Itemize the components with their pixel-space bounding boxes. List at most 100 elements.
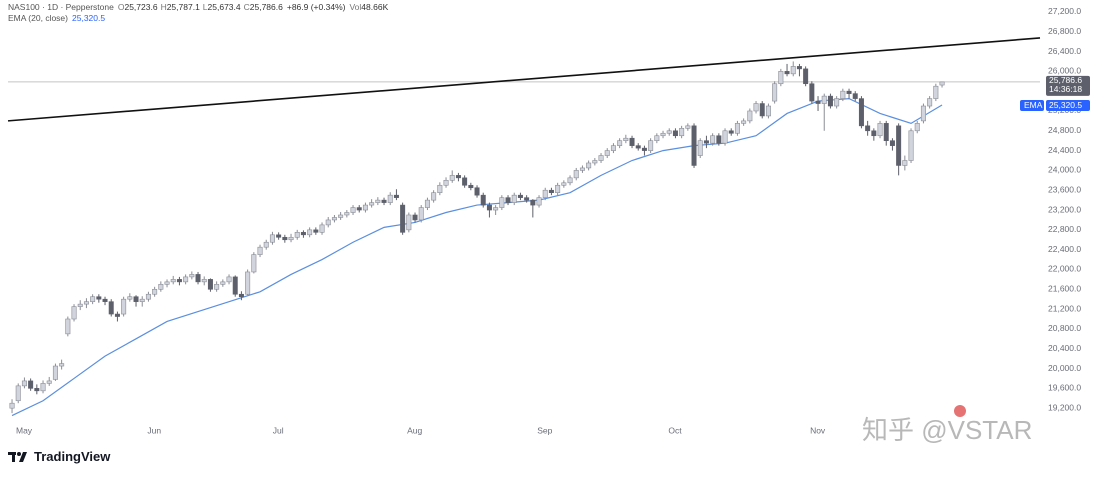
candle-body xyxy=(232,276,238,295)
x-tick-label: Sep xyxy=(537,425,552,435)
candle-body xyxy=(462,177,468,186)
candle-body xyxy=(629,137,635,146)
branding: TradingView xyxy=(8,449,110,464)
candle-body xyxy=(480,194,486,206)
candle-body xyxy=(257,246,263,255)
candle-body xyxy=(145,293,151,300)
candle-body xyxy=(493,207,499,211)
candle-body xyxy=(152,288,158,295)
candle-body xyxy=(400,204,406,233)
candle-body xyxy=(269,234,275,243)
candle-body xyxy=(610,145,616,151)
candle-body xyxy=(83,301,89,305)
candle-body xyxy=(753,103,759,112)
candle-body xyxy=(821,95,827,104)
logo xyxy=(8,451,27,462)
candle-body xyxy=(728,130,734,134)
candle-body xyxy=(139,298,145,302)
candle-body xyxy=(660,132,666,137)
candle-body xyxy=(908,130,914,161)
y-tick-label: 20,800.0 xyxy=(1048,323,1081,333)
y-tick-label: 19,200.0 xyxy=(1048,402,1081,412)
candle-body xyxy=(796,66,802,70)
candle-body xyxy=(524,197,530,201)
y-tick-label: 27,200.0 xyxy=(1048,6,1081,16)
candle-body xyxy=(530,199,536,206)
candle-body xyxy=(716,135,722,144)
legend-value: 25,787.1 xyxy=(166,2,200,12)
candle-body xyxy=(393,194,399,198)
candle-body xyxy=(759,103,765,117)
candle-body xyxy=(71,306,77,320)
candle-body xyxy=(641,147,647,151)
candle-body xyxy=(195,274,201,283)
candle-body xyxy=(325,219,331,226)
candle-body xyxy=(455,175,461,179)
candle-body xyxy=(288,236,294,241)
candle-body xyxy=(207,279,213,290)
candle-body xyxy=(586,162,592,169)
candle-body xyxy=(65,318,71,335)
candle-body xyxy=(803,68,809,85)
candle-body xyxy=(176,279,182,283)
candle-body xyxy=(573,170,579,179)
candle-body xyxy=(474,187,480,196)
candle-body xyxy=(344,212,350,216)
candle-body xyxy=(809,83,815,102)
ema-legend-value: 25,320.5 xyxy=(72,13,106,23)
change: +86.9 (+0.34%) xyxy=(286,2,346,12)
candle-body xyxy=(46,380,52,384)
candle-body xyxy=(604,150,610,156)
legend-item: C25,786.6 xyxy=(244,2,283,12)
candle-body xyxy=(933,85,939,99)
candle-body xyxy=(121,298,127,315)
y-tick-label: 22,000.0 xyxy=(1048,264,1081,274)
x-tick-label: Nov xyxy=(810,425,826,435)
candle-body xyxy=(164,281,170,285)
candle-body xyxy=(369,202,375,206)
candle-body xyxy=(815,100,821,104)
x-tick-label: Jun xyxy=(147,425,161,435)
candle-body xyxy=(102,298,108,302)
candle-body xyxy=(840,90,846,99)
candle-body xyxy=(623,137,629,141)
candle-body xyxy=(245,271,251,295)
candle-body xyxy=(114,313,120,317)
candle-body xyxy=(276,234,282,238)
ema-legend-name: EMA (20, close) xyxy=(8,13,68,23)
candle-body xyxy=(499,197,505,208)
candle-body xyxy=(896,125,902,166)
candle-body xyxy=(548,189,554,194)
y-tick-label: 26,800.0 xyxy=(1048,26,1081,36)
candle-body xyxy=(406,214,412,231)
volume-key: Vol xyxy=(349,2,362,12)
symbol: NAS100 · 1D · Pepperstone xyxy=(8,2,114,12)
last-price-label: 25,786.6 xyxy=(1049,75,1082,85)
y-tick-label: 23,200.0 xyxy=(1048,204,1081,214)
candle-body xyxy=(183,276,189,283)
candle-body xyxy=(300,232,306,236)
candle-body xyxy=(939,81,945,86)
candle-body xyxy=(40,383,46,392)
candle-body xyxy=(96,296,102,300)
candle-body xyxy=(592,160,598,164)
candle-body xyxy=(710,135,716,144)
y-tick-label: 23,600.0 xyxy=(1048,184,1081,194)
candle-body xyxy=(517,194,523,198)
candle-body xyxy=(201,279,207,283)
y-tick-label: 20,000.0 xyxy=(1048,363,1081,373)
candle-body xyxy=(59,363,65,367)
candle-body xyxy=(555,184,561,194)
countdown: 14:36:18 xyxy=(1049,84,1082,94)
candle-body xyxy=(747,110,753,122)
candle-body xyxy=(902,160,908,166)
ema-value-label: 25,320.5 xyxy=(1049,100,1082,110)
candle-body xyxy=(77,303,83,307)
x-tick-label: Oct xyxy=(668,425,682,435)
ema-tag-box xyxy=(1020,100,1044,112)
candle-body xyxy=(158,284,164,290)
candle-body xyxy=(381,199,387,203)
candle-body xyxy=(741,120,747,124)
candle-body xyxy=(34,388,40,392)
